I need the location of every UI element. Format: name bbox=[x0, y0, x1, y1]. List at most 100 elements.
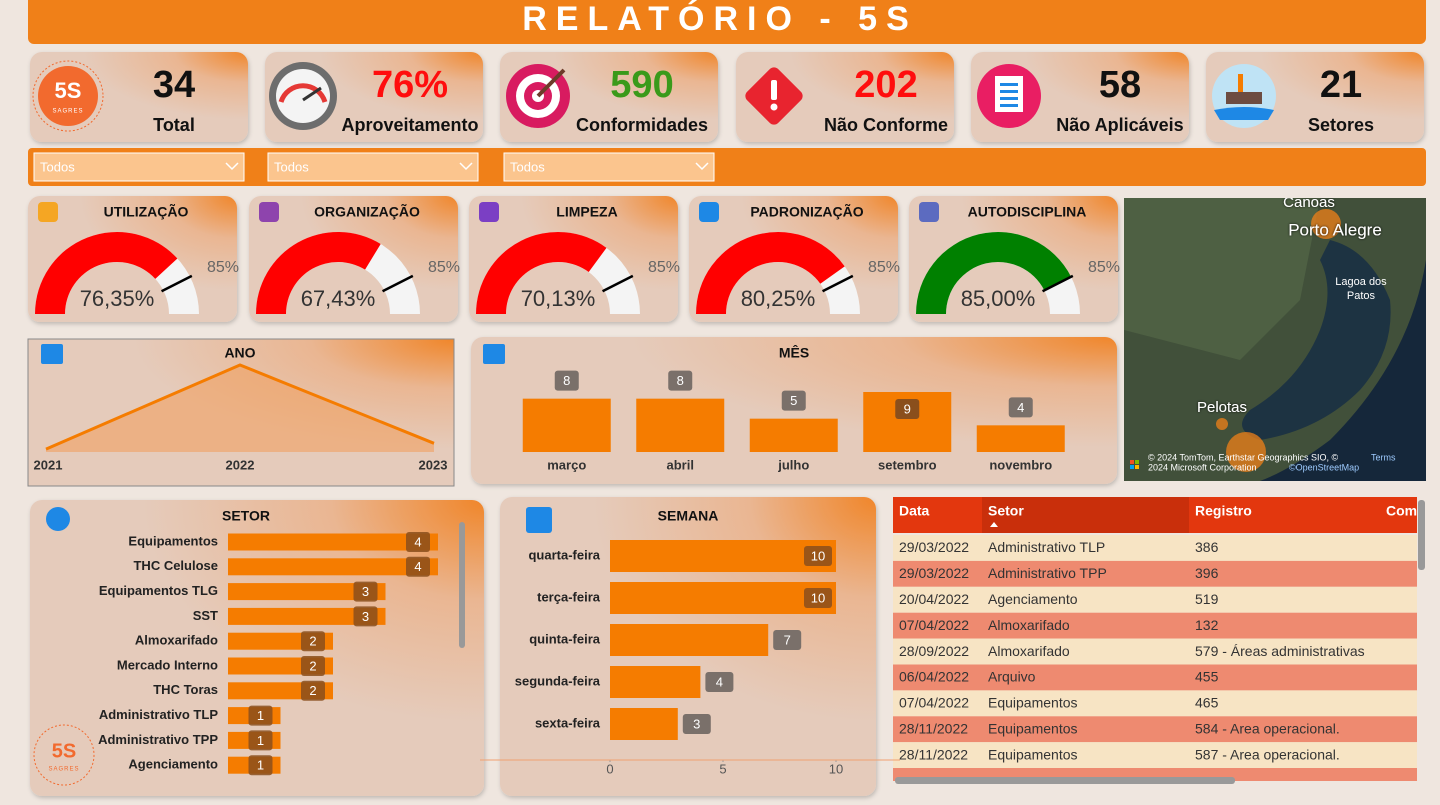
y-tick-label: sexta-feira bbox=[535, 715, 601, 730]
gauge-value bbox=[916, 232, 1072, 314]
filter-dropdown[interactable]: Todos bbox=[267, 152, 479, 182]
table-cell: Almoxarifado bbox=[988, 617, 1070, 633]
table-cell: 386 bbox=[1195, 539, 1219, 555]
value-label: 7 bbox=[784, 632, 791, 647]
column-header[interactable]: Com bbox=[1386, 503, 1417, 519]
y-tick-label: Almoxarifado bbox=[135, 633, 218, 648]
filter-value[interactable]: Todos bbox=[40, 159, 75, 174]
value-label: 9 bbox=[904, 401, 911, 416]
kpi-card bbox=[736, 52, 954, 142]
filter-value[interactable]: Todos bbox=[510, 159, 545, 174]
value-label: 1 bbox=[257, 758, 264, 773]
target-icon-arrow bbox=[536, 68, 566, 98]
value-label-box bbox=[406, 556, 430, 577]
value-label: 1 bbox=[257, 708, 264, 723]
chart-title: ANO bbox=[224, 345, 255, 361]
ms-logo bbox=[1130, 465, 1134, 469]
kpi-label: Aproveitamento bbox=[341, 115, 478, 135]
bar bbox=[228, 607, 386, 625]
kpi-label: Total bbox=[153, 115, 195, 135]
chart-title: SETOR bbox=[222, 508, 270, 524]
column-header[interactable]: Registro bbox=[1195, 503, 1252, 519]
gauge-target bbox=[381, 274, 414, 293]
kpi-label: Conformidades bbox=[576, 115, 708, 135]
table: Data Setor Registro Com 29/03/2022 Administra… bbox=[893, 497, 1417, 781]
value-label: 1 bbox=[257, 733, 264, 748]
logo-ring bbox=[32, 60, 104, 132]
y-tick-label: THC Toras bbox=[153, 682, 218, 697]
chart-title: MÊS bbox=[779, 344, 809, 361]
content: 5SSAGRES34Total76%Aproveitamento590Confo… bbox=[27, 52, 1426, 796]
calendar-icon bbox=[41, 344, 63, 364]
kpi-value: 590 bbox=[610, 64, 673, 106]
filter-dropdown[interactable]: Todos bbox=[503, 152, 715, 182]
header-bar bbox=[28, 0, 1426, 44]
table-cell: 20/04/2022 bbox=[899, 591, 969, 607]
gauge-target-label: 85% bbox=[428, 259, 460, 276]
doc-icon-line bbox=[1000, 97, 1018, 100]
gauge-target-label: 85% bbox=[1088, 259, 1120, 276]
h-scrollbar bbox=[895, 777, 1235, 784]
column-header[interactable]: Setor bbox=[988, 503, 1024, 519]
filter-chevron[interactable] bbox=[459, 162, 473, 171]
x-tick-label: 2023 bbox=[419, 457, 448, 472]
bar bbox=[228, 533, 438, 551]
gauge-title: ORGANIZAÇÃO bbox=[314, 203, 420, 220]
value-label-box bbox=[1008, 397, 1033, 418]
kpi-value: 76% bbox=[372, 64, 448, 106]
gauge-value-label: 76,35% bbox=[80, 286, 155, 311]
calendar-icon bbox=[526, 507, 552, 533]
value-label: 2 bbox=[309, 683, 316, 698]
column-header[interactable]: Data bbox=[899, 503, 930, 519]
table-cell: 132 bbox=[1195, 617, 1219, 633]
value-label: 4 bbox=[414, 559, 421, 574]
value-label: 3 bbox=[362, 584, 369, 599]
value-label: 2 bbox=[309, 634, 316, 649]
table-cell: 28/11/2022 bbox=[899, 721, 968, 737]
filter-box[interactable] bbox=[267, 152, 479, 182]
gauge-title: PADRONIZAÇÃO bbox=[750, 203, 863, 220]
x-tick-label: setembro bbox=[878, 457, 937, 472]
map-attribution: Terms bbox=[1371, 452, 1396, 462]
kpi-value: 58 bbox=[1099, 64, 1141, 106]
filter-chevron[interactable] bbox=[225, 162, 239, 171]
filter-chevron[interactable] bbox=[695, 162, 709, 171]
gauge-target bbox=[160, 274, 193, 293]
scrollbar bbox=[459, 522, 465, 648]
bar bbox=[636, 398, 725, 452]
y-tick-label: Agenciamento bbox=[128, 757, 218, 772]
filter-dropdown[interactable]: Todos bbox=[33, 152, 245, 182]
bar bbox=[228, 583, 386, 601]
filter-box[interactable] bbox=[503, 152, 715, 182]
table-cell: 455 bbox=[1195, 669, 1219, 685]
table-cell: 28/11/2022 bbox=[899, 746, 968, 762]
y-tick-label: SST bbox=[193, 608, 218, 623]
value-label: 3 bbox=[362, 609, 369, 624]
table-row bbox=[893, 586, 1417, 613]
ms-logo bbox=[1135, 465, 1139, 469]
gauge-icon bbox=[259, 202, 279, 222]
table-cell: Equipamentos bbox=[988, 695, 1078, 711]
gauge-icon-arc bbox=[278, 83, 328, 103]
alert-icon-bar bbox=[771, 80, 777, 100]
x-tick-label: julho bbox=[777, 457, 809, 472]
y-tick-label: THC Celulose bbox=[133, 558, 218, 573]
filter-box[interactable] bbox=[33, 152, 245, 182]
y-tick-label: quarta-feira bbox=[528, 547, 600, 562]
gauge-value-label: 80,25% bbox=[741, 286, 816, 311]
table-cell: 29/03/2022 bbox=[899, 565, 969, 581]
value-label-box bbox=[554, 370, 579, 391]
gauge-title: AUTODISCIPLINA bbox=[968, 204, 1087, 220]
map-lagoon bbox=[1242, 240, 1391, 440]
value-label-box bbox=[248, 705, 273, 726]
filter-value[interactable]: Todos bbox=[274, 159, 309, 174]
gauge-value-label: 85,00% bbox=[961, 286, 1036, 311]
table-row bbox=[893, 742, 1417, 769]
map-label: Pelotas bbox=[1197, 399, 1247, 416]
bar bbox=[610, 582, 836, 614]
y-tick-label: Administrativo TLP bbox=[99, 707, 219, 722]
x-tick-label: 10 bbox=[829, 761, 843, 776]
table-row bbox=[893, 612, 1417, 639]
table-row bbox=[893, 638, 1417, 665]
